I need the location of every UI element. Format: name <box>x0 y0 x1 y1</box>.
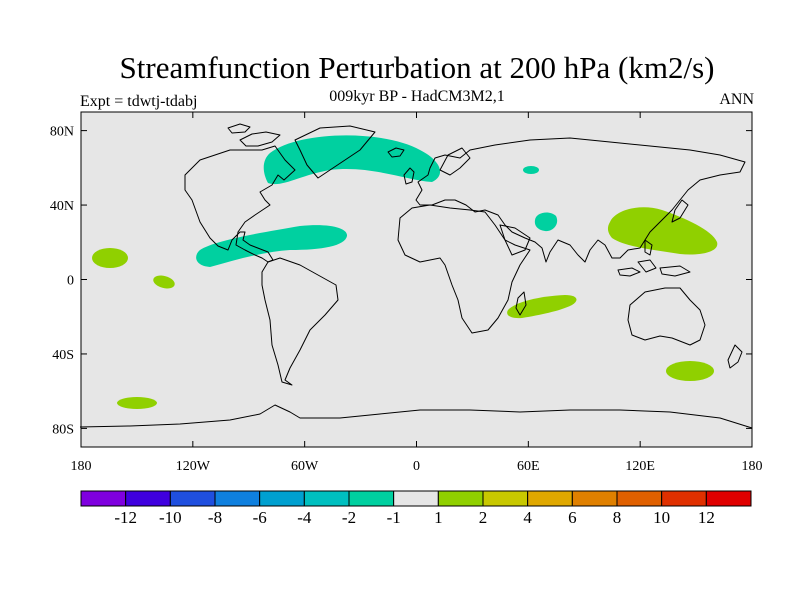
colorbar-swatch <box>527 490 573 507</box>
coastline-new-zealand <box>727 344 743 369</box>
colorbar-label: -1 <box>387 508 401 527</box>
x-tick-label: 180 <box>71 459 92 474</box>
coastline-southeast-asia-islands <box>617 239 691 277</box>
coastline-south-america <box>261 257 339 386</box>
x-tick-label: 120W <box>176 459 211 474</box>
colorbar-label: -4 <box>297 508 312 527</box>
anomaly-region <box>117 397 157 409</box>
map-panel: 180 120W 60W 0 60E 120E 180 80N 40N 0 40S 80S <box>50 111 763 474</box>
colorbar-swatch <box>437 490 484 507</box>
colorbar-label: 6 <box>568 508 577 527</box>
colorbar-swatch <box>348 490 395 507</box>
colorbar-swatch <box>393 490 439 507</box>
anomaly-region <box>153 275 175 289</box>
y-tick-label: 0 <box>67 274 74 289</box>
anomaly-region <box>92 248 128 268</box>
coastline-africa <box>397 204 531 334</box>
anomaly-region <box>507 295 577 319</box>
colorbar-swatch <box>214 490 261 507</box>
coastline-north-america <box>184 145 296 263</box>
colorbar-label: 1 <box>434 508 443 527</box>
colorbar-swatch <box>482 490 529 507</box>
colorbar: -12 -10 -8 -6 -4 -2 -1 1 2 4 6 8 10 12 <box>80 490 752 527</box>
y-tick-label: 40N <box>50 199 74 214</box>
x-tick-label: 60W <box>291 459 319 474</box>
x-axis: 180 120W 60W 0 60E 120E 180 <box>71 112 763 474</box>
colorbar-label: -12 <box>114 508 137 527</box>
chart-subtitle: 009kyr BP - HadCM3M2,1 <box>329 88 505 105</box>
coastlines <box>79 123 753 429</box>
colorbar-label: -6 <box>253 508 267 527</box>
coastline-arctic-islands <box>227 123 281 147</box>
chart-title: Streamfunction Perturbation at 200 hPa (… <box>119 50 715 85</box>
experiment-label: Expt = tdwtj-tdabj <box>80 93 198 110</box>
colorbar-label: 12 <box>698 508 715 527</box>
x-tick-label: 120E <box>625 459 655 474</box>
y-tick-label: 40S <box>52 348 74 363</box>
x-tick-label: 180 <box>742 459 763 474</box>
colorbar-swatch <box>80 490 127 507</box>
colorbar-swatch <box>661 490 707 507</box>
coastline-iceland <box>387 147 405 158</box>
colorbar-swatch <box>259 490 305 507</box>
colorbar-label: 2 <box>479 508 488 527</box>
x-tick-label: 60E <box>517 459 540 474</box>
coastline-scandinavia <box>439 147 471 176</box>
colorbar-swatch <box>125 490 171 507</box>
anomaly-region <box>666 361 714 381</box>
coastline-arabia <box>499 224 531 256</box>
coastline-madagascar <box>515 291 527 316</box>
colorbar-swatch <box>169 490 216 507</box>
y-tick-label: 80N <box>50 125 74 140</box>
y-tick-label: 80S <box>52 422 74 437</box>
colorbar-swatch <box>616 490 663 507</box>
anomaly-region <box>607 207 718 255</box>
x-tick-label: 0 <box>413 459 420 474</box>
colorbar-swatch <box>571 490 618 507</box>
coastline-antarctica <box>79 404 753 429</box>
colorbar-swatch <box>303 490 350 507</box>
season-label: ANN <box>719 91 754 108</box>
anomaly-region <box>534 212 558 232</box>
anomaly-regions <box>92 135 718 409</box>
colorbar-label: -2 <box>342 508 356 527</box>
colorbar-label: 4 <box>523 508 532 527</box>
y-axis: 80N 40N 0 40S 80S <box>50 125 752 437</box>
anomaly-region <box>196 225 348 267</box>
colorbar-label: 8 <box>613 508 622 527</box>
colorbar-label: 10 <box>653 508 670 527</box>
coastline-australia <box>627 287 706 346</box>
colorbar-label: -8 <box>208 508 222 527</box>
coastline-greenland <box>294 125 376 179</box>
colorbar-label: -10 <box>159 508 182 527</box>
coastline-british-isles <box>403 167 415 185</box>
coastline-japan <box>671 199 689 223</box>
colorbar-swatch <box>705 490 752 507</box>
coastline-eurasia <box>415 137 746 263</box>
anomaly-region <box>523 166 539 174</box>
